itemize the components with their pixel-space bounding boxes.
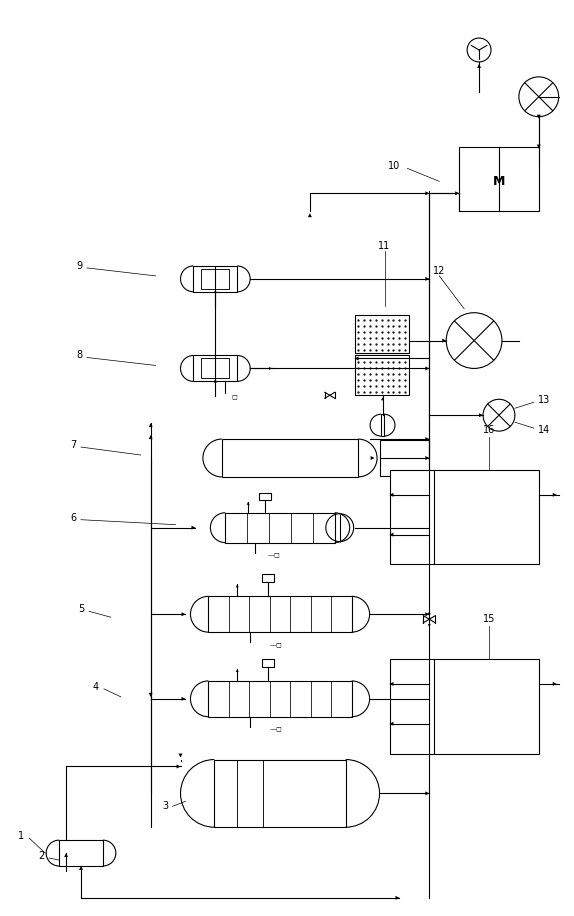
Text: 2: 2	[38, 851, 44, 861]
Text: 4: 4	[93, 682, 99, 692]
Polygon shape	[64, 853, 68, 857]
Polygon shape	[477, 64, 481, 68]
Bar	[201, 269, 229, 289]
Polygon shape	[425, 456, 429, 460]
Polygon shape	[390, 493, 394, 496]
Text: 3: 3	[162, 802, 169, 812]
Polygon shape	[425, 791, 429, 795]
Text: 11: 11	[378, 241, 391, 251]
Bar	[201, 358, 229, 378]
Text: M: M	[493, 175, 505, 188]
Circle shape	[483, 399, 515, 431]
Polygon shape	[214, 379, 217, 382]
Polygon shape	[390, 682, 394, 686]
Polygon shape	[537, 145, 541, 148]
Polygon shape	[425, 366, 429, 370]
Bar	[208, 681, 352, 716]
Polygon shape	[149, 423, 153, 427]
Bar	[59, 840, 103, 866]
Text: 14: 14	[538, 425, 550, 435]
Polygon shape	[247, 502, 250, 505]
Polygon shape	[214, 289, 217, 293]
Polygon shape	[181, 697, 185, 701]
Polygon shape	[395, 896, 400, 900]
Polygon shape	[425, 277, 429, 281]
Bar	[208, 596, 352, 632]
Polygon shape	[553, 493, 557, 496]
Polygon shape	[428, 624, 431, 627]
Text: 6: 6	[70, 513, 76, 523]
Text: 15: 15	[483, 615, 495, 624]
Polygon shape	[192, 526, 195, 529]
Polygon shape	[428, 611, 431, 615]
Bar	[381, 414, 384, 436]
Polygon shape	[425, 697, 429, 701]
Polygon shape	[236, 669, 239, 672]
Polygon shape	[269, 367, 272, 370]
Text: 16: 16	[483, 425, 495, 435]
Polygon shape	[425, 437, 429, 442]
Circle shape	[519, 77, 559, 116]
Bar	[355, 355, 409, 396]
Text: 1: 1	[18, 831, 24, 841]
Polygon shape	[425, 526, 429, 529]
Bar	[259, 493, 271, 500]
Circle shape	[446, 312, 502, 368]
Bar	[390, 659, 539, 754]
Text: 9: 9	[76, 261, 82, 271]
Polygon shape	[149, 435, 153, 439]
Polygon shape	[425, 191, 429, 195]
Text: —◻: —◻	[270, 641, 283, 647]
Polygon shape	[179, 754, 183, 758]
Text: —◻: —◻	[268, 551, 281, 558]
Text: 8: 8	[76, 351, 82, 361]
Bar	[226, 513, 335, 542]
Polygon shape	[177, 765, 180, 769]
Text: 5: 5	[78, 605, 84, 615]
Bar	[193, 355, 237, 381]
Polygon shape	[308, 213, 312, 217]
Polygon shape	[181, 612, 185, 616]
Bar	[390, 470, 539, 564]
Polygon shape	[79, 866, 83, 870]
Polygon shape	[355, 356, 359, 361]
Polygon shape	[214, 379, 217, 382]
Text: ◻: ◻	[231, 393, 237, 399]
Bar	[459, 147, 539, 212]
Polygon shape	[236, 584, 239, 587]
Bar	[262, 574, 274, 583]
Text: —◻: —◻	[270, 725, 283, 732]
Bar	[379, 440, 429, 476]
Bar	[222, 439, 358, 477]
Polygon shape	[371, 456, 375, 460]
Text: 12: 12	[433, 266, 445, 276]
Polygon shape	[425, 612, 429, 616]
Polygon shape	[149, 692, 153, 697]
Text: 10: 10	[389, 161, 401, 171]
Polygon shape	[553, 682, 557, 686]
Polygon shape	[455, 191, 459, 195]
Bar	[355, 315, 409, 353]
Polygon shape	[390, 532, 394, 537]
Polygon shape	[442, 339, 446, 343]
Bar	[262, 659, 274, 667]
Bar	[193, 266, 237, 292]
Text: 7: 7	[70, 440, 76, 450]
Polygon shape	[537, 114, 541, 119]
Polygon shape	[479, 413, 483, 417]
Polygon shape	[390, 722, 394, 725]
Text: 13: 13	[538, 396, 550, 405]
Circle shape	[467, 38, 491, 62]
Bar	[214, 759, 346, 827]
Polygon shape	[381, 398, 384, 400]
